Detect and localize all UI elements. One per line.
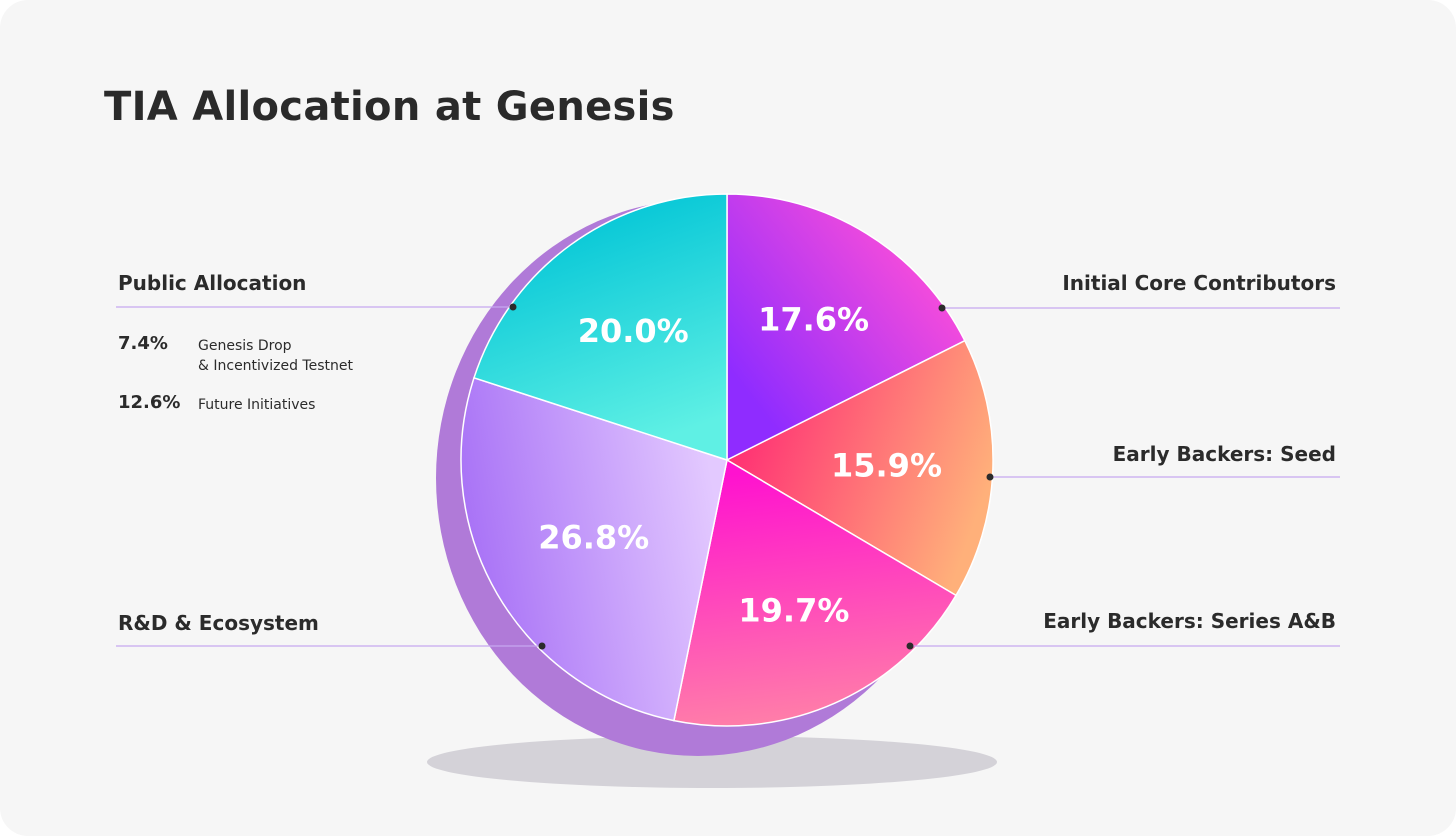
slice-rnd-value-label: 26.8% <box>538 519 649 557</box>
breakdown-desc-1b: & Incentivized Testnet <box>198 358 353 374</box>
chart-title: TIA Allocation at Genesis <box>104 84 675 130</box>
leader-dot-rnd <box>538 642 546 650</box>
label-seed: Early Backers: Seed <box>1112 442 1336 466</box>
breakdown-desc-2: Future Initiatives <box>198 397 316 413</box>
breakdown-pct-1: 7.4% <box>118 333 168 354</box>
slice-seed <box>725 339 994 597</box>
breakdown-desc-1a: Genesis Drop <box>198 338 292 354</box>
breakdown-pct-2: 12.6% <box>118 392 181 413</box>
leader-dot-public <box>509 303 517 311</box>
leader-dot-series <box>906 642 914 650</box>
leader-dot-seed <box>986 473 994 481</box>
label-series-ab: Early Backers: Series A&B <box>1043 609 1336 633</box>
slice-public <box>473 193 728 462</box>
label-public-allocation: Public Allocation <box>118 271 307 295</box>
slice-rnd <box>460 376 728 722</box>
slice-seed-value-label: 15.9% <box>831 447 942 485</box>
label-initial-core: Initial Core Contributors <box>1062 271 1336 295</box>
slice-initial-core <box>726 193 966 462</box>
slice-series-ab <box>673 458 958 727</box>
label-rnd: R&D & Ecosystem <box>118 611 319 635</box>
leader-dot-core <box>938 304 946 312</box>
slice-series-ab-value-label: 19.7% <box>738 592 849 630</box>
slice-public-value-label: 20.0% <box>578 312 689 350</box>
pie-shadow <box>427 736 997 788</box>
slice-initial-core-value-label: 17.6% <box>758 301 869 339</box>
